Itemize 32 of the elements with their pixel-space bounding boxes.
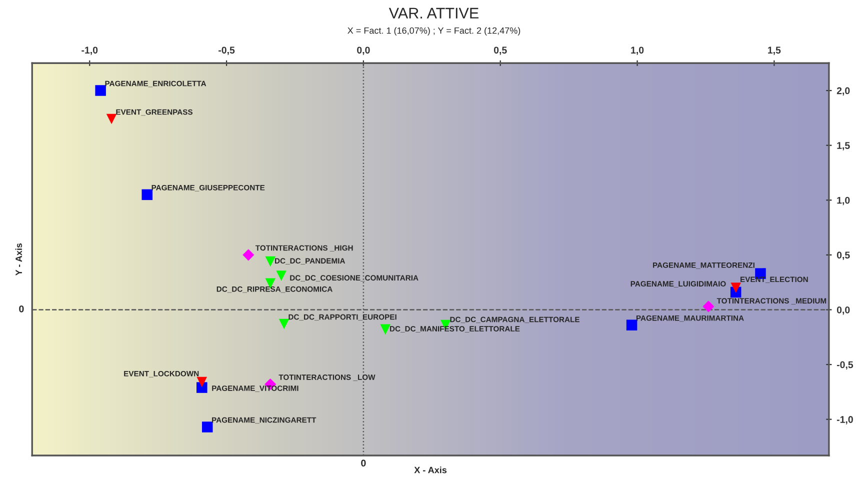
point xyxy=(242,249,254,261)
ref-line-label: 0 xyxy=(19,305,24,312)
x-tick-label: 0,0 xyxy=(357,46,370,55)
y-tick-label: 2,0 xyxy=(836,87,850,96)
y-tick-label: -1,0 xyxy=(836,416,853,424)
point xyxy=(276,270,286,281)
point xyxy=(626,320,638,330)
ref-line-label: 0 xyxy=(361,460,366,467)
y-axis-title: Y - Axis xyxy=(15,243,22,276)
chart-subtitle: X = Fact. 1 (16,07%) ; Y = Fact. 2 (12,47%) xyxy=(348,27,520,36)
y-tick-label: 1,5 xyxy=(837,142,850,150)
point xyxy=(95,85,106,96)
x-tick-label: 0,5 xyxy=(494,46,507,55)
x-axis-title: X - Axis xyxy=(414,466,447,474)
point xyxy=(702,300,714,312)
y-tick-label: -0,5 xyxy=(836,361,854,370)
point xyxy=(380,324,390,335)
point xyxy=(106,114,117,124)
point xyxy=(265,256,276,267)
x-tick-label: 1,5 xyxy=(768,46,781,55)
point xyxy=(196,376,208,388)
x-tick-label: 1,0 xyxy=(631,46,644,55)
point xyxy=(730,282,741,293)
y-tick-label: 0,0 xyxy=(836,306,850,315)
y-tick-label: 0,5 xyxy=(836,252,850,260)
x-tick-label: -1,0 xyxy=(82,46,98,55)
point xyxy=(278,318,290,330)
chart-title: VAR. ATTIVE xyxy=(388,8,478,18)
point xyxy=(202,422,213,432)
y-tick-label: 1,0 xyxy=(837,196,850,206)
point xyxy=(142,189,152,200)
x-tick-label: -0,5 xyxy=(218,46,235,55)
